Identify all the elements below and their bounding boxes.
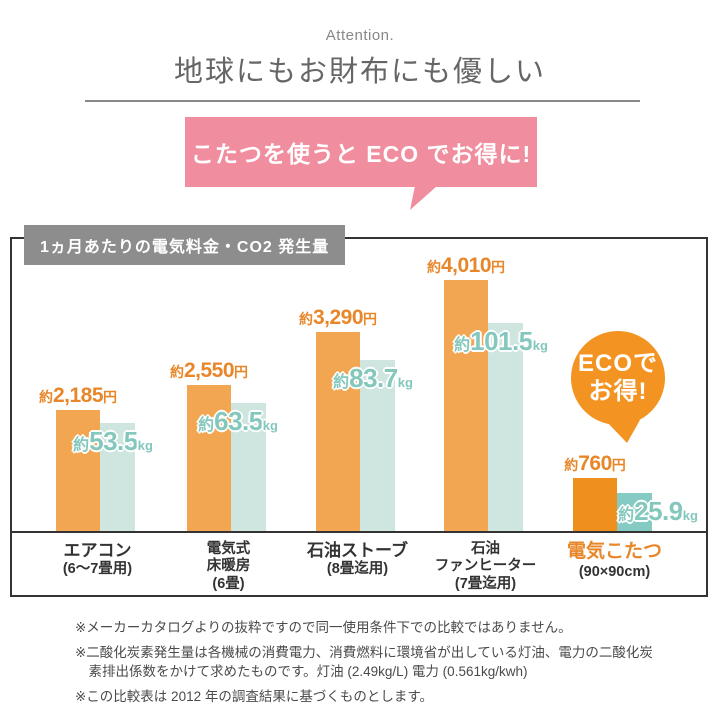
price-bar-3 — [444, 280, 488, 531]
eco-badge-line2: お得! — [588, 378, 648, 405]
category-line: 石油ストーブ — [307, 541, 408, 560]
category-line: (90×90cm) — [578, 563, 651, 580]
co2-label-0: 約53.5kg — [73, 426, 153, 456]
category-line: (7畳迄用) — [454, 575, 517, 592]
category-line: ファンヒーター — [434, 558, 537, 575]
x-axis-line — [12, 531, 706, 533]
price-label-1: 約2,550円 — [169, 359, 249, 382]
price-bar-2 — [316, 332, 360, 531]
title-divider — [85, 100, 640, 102]
category-line: (6畳) — [212, 575, 245, 592]
footnotes: ※メーカーカタログよりの抜粋ですので同一使用条件下での比較ではありません。 ※二酸… — [75, 618, 665, 711]
price-label-0: 約2,185円 — [38, 384, 118, 407]
footnote-2: ※この比較表は 2012 年の調査結果に基づくものとします。 — [75, 688, 433, 704]
footnote-1: ※二酸化炭素発生量は各機械の消費電力、消費燃料に環境省が出している灯油、電力の二… — [75, 644, 653, 680]
price-bar-0 — [56, 410, 100, 531]
speech-bubble-text: こたつを使うと ECO でお得に! — [190, 141, 532, 167]
category-label-2: 石油ストーブ (8畳迄用) — [307, 541, 408, 579]
category-label-1: 電気式 床暖房 (6畳) — [207, 541, 251, 593]
co2-label-1: 約63.5kg — [198, 406, 278, 436]
price-label-3: 約4,010円 — [426, 254, 506, 277]
category-line: (6〜7畳用) — [62, 561, 133, 578]
footnote-0: ※メーカーカタログよりの抜粋ですので同一使用条件下での比較ではありません。 — [75, 620, 572, 635]
category-line: エアコン — [63, 541, 132, 560]
speech-bubble-tail-icon — [410, 186, 437, 210]
attention-eyebrow: Attention. — [325, 27, 395, 44]
co2-label-2: 約83.7kg — [333, 363, 413, 393]
price-bar-1 — [187, 385, 231, 531]
category-line: 石油 — [471, 541, 500, 557]
price-label-2: 約3,290円 — [298, 306, 378, 329]
category-label-4: 電気こたつ (90×90cm) — [567, 541, 662, 581]
category-line: 電気式 — [206, 541, 251, 557]
bar-chart-plot: 約2,185円約53.5kg エアコン (6〜7畳用) 約2,550円約63.5kg 電… — [12, 239, 706, 595]
category-label-0: エアコン (6〜7畳用) — [63, 541, 132, 579]
eco-badge: ECOで お得! — [571, 331, 665, 425]
category-line: 床暖房 — [206, 558, 251, 575]
co2-label-4: 約25.9kg — [618, 496, 698, 526]
eco-badge-tail-icon — [605, 420, 640, 443]
co2-label-3: 約101.5kg — [454, 326, 548, 356]
speech-bubble: こたつを使うと ECO でお得に! — [185, 117, 537, 187]
category-label-3: 石油 ファンヒーター (7畳迄用) — [435, 541, 537, 593]
price-bar-4 — [573, 478, 617, 531]
chart-title-badge: 1ヵ月あたりの電気料金・CO2 発生量 — [24, 225, 346, 265]
page-title: 地球にもお財布にも優しい — [173, 56, 546, 88]
category-line: (8畳迄用) — [326, 561, 389, 578]
eco-badge-line1: ECOで — [577, 350, 658, 378]
price-label-4: 約760円 — [564, 452, 626, 475]
category-line: 電気こたつ — [566, 541, 663, 562]
